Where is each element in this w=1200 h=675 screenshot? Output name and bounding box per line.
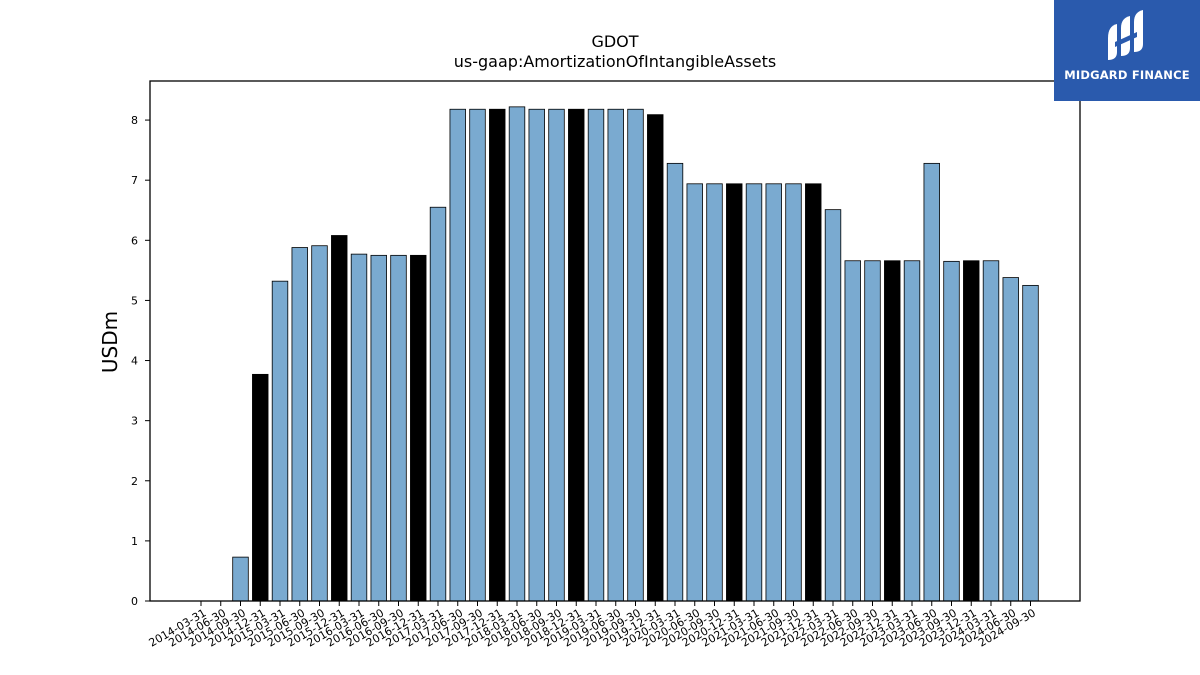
y-tick-label: 7 [131,174,138,187]
bar-2019-06-30 [607,108,624,602]
bars-layer [232,106,1039,602]
midgard-finance-logo: MIDGARD FINANCE [1054,0,1200,101]
bar-2018-12-31 [568,108,585,602]
y-tick-label: 2 [131,475,138,488]
bar-2019-09-30 [627,108,644,602]
y-tick-label: 5 [131,294,138,307]
chart-subtitle: us-gaap:AmortizationOfIntangibleAssets [453,52,777,71]
bar-2015-03-31 [271,280,289,602]
bar-2024-06-30 [1002,277,1019,602]
bar-2022-12-31 [884,260,901,602]
bar-2018-06-30 [528,108,545,602]
bar-2016-03-31 [350,253,368,602]
bar-2023-03-31 [903,260,921,602]
chart-title: GDOT [591,32,639,51]
bar-2021-06-30 [765,183,782,602]
y-tick-label: 1 [131,535,138,548]
bar-2017-06-30 [449,108,466,602]
bar-2020-12-31 [726,183,743,602]
midgard-logo-icon [1108,10,1143,60]
bar-2017-12-31 [489,108,506,602]
bar-2024-09-30 [1022,284,1039,602]
bar-2019-12-31 [647,114,664,602]
plot-frame [149,80,1081,602]
y-tick-label: 0 [131,595,138,608]
y-tick-label: 4 [131,355,138,368]
bar-2022-03-31 [824,209,842,602]
bar-2022-06-30 [844,260,861,602]
bar-2017-09-30 [469,108,486,602]
bar-2014-12-31 [252,373,269,602]
bar-2021-12-31 [805,183,822,602]
bar-2022-09-30 [864,260,881,602]
bar-2021-03-31 [745,183,763,602]
y-tick-label: 8 [131,114,138,127]
bar-2015-09-30 [311,245,328,602]
bar-2024-03-31 [982,260,1000,602]
bar-2018-03-31 [508,106,526,602]
bar-2016-06-30 [370,254,387,602]
bar-2020-03-31 [666,162,684,602]
bar-2019-03-31 [587,108,605,602]
bar-2020-06-30 [686,183,703,602]
bar-2018-09-30 [548,108,565,602]
x-axis: 2014-03-312014-06-302014-09-302014-12-31… [147,601,1038,650]
bar-2014-09-30 [232,556,249,602]
y-axis: 0 1 2 3 4 5 6 7 8 [131,114,150,608]
bar-2023-06-30 [923,162,940,602]
bar-2015-06-30 [291,247,308,602]
bar-2021-09-30 [785,183,802,602]
bar-2015-12-31 [331,235,348,602]
bar-2020-09-30 [706,183,723,602]
bar-2017-03-31 [429,206,447,602]
brand-name: MIDGARD FINANCE [1064,68,1190,82]
bar-2023-12-31 [963,260,980,602]
y-axis-label: USDm [98,310,122,374]
bar-2023-09-30 [943,260,960,602]
y-tick-label: 6 [131,234,138,247]
bar-2016-12-31 [410,254,427,602]
bar-2016-09-30 [390,254,407,602]
y-tick-label: 3 [131,415,138,428]
